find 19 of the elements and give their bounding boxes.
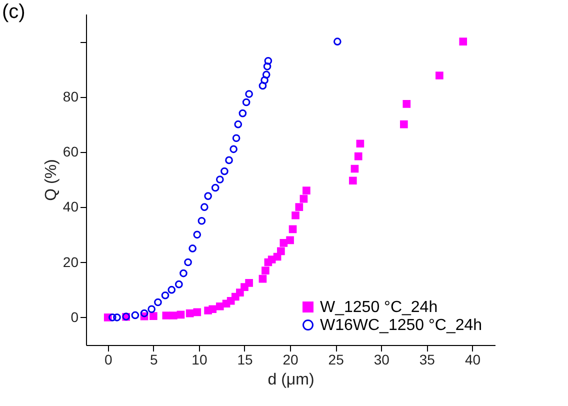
y-tick-label: 0 [70, 308, 79, 325]
x-tick-label: 15 [237, 352, 253, 368]
x-tick-label: 35 [419, 352, 436, 368]
x-tick-label: 20 [282, 352, 299, 368]
x-tick-label: 25 [328, 352, 344, 368]
y-tick-label: 40 [62, 198, 79, 215]
legend-label: W_1250 °C_24h [320, 299, 438, 316]
x-tick-label: 5 [150, 352, 158, 368]
x-tick-label: 30 [374, 352, 390, 368]
y-axis-title: Q (%) [42, 159, 60, 201]
x-axis-title: d (μm) [268, 372, 314, 388]
y-tick-label: 20 [62, 254, 79, 270]
x-tick-label: 0 [104, 352, 112, 368]
y-tick-label: 80 [62, 88, 79, 104]
legend-label: W16WC_1250 °C_24h [320, 317, 482, 334]
x-tick-label: 40 [464, 352, 481, 368]
x-tick-label: 10 [192, 352, 208, 368]
y-tick-label: 60 [62, 143, 79, 160]
text: (c) [2, 1, 26, 23]
